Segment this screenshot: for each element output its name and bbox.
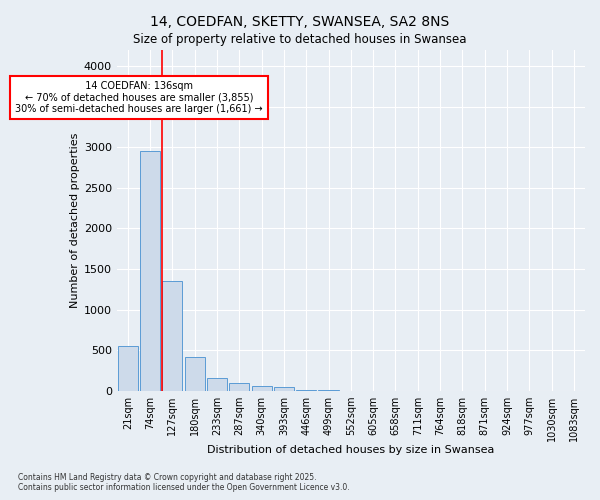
- Text: 14 COEDFAN: 136sqm  
← 70% of detached houses are smaller (3,855)
30% of semi-de: 14 COEDFAN: 136sqm ← 70% of detached hou…: [15, 81, 263, 114]
- Text: Contains HM Land Registry data © Crown copyright and database right 2025.
Contai: Contains HM Land Registry data © Crown c…: [18, 473, 350, 492]
- Bar: [207, 378, 227, 390]
- Bar: [118, 346, 138, 391]
- Text: 14, COEDFAN, SKETTY, SWANSEA, SA2 8NS: 14, COEDFAN, SKETTY, SWANSEA, SA2 8NS: [151, 15, 449, 29]
- Text: Size of property relative to detached houses in Swansea: Size of property relative to detached ho…: [133, 32, 467, 46]
- Bar: [163, 281, 182, 390]
- Bar: [251, 386, 272, 390]
- Bar: [274, 388, 294, 390]
- Bar: [185, 356, 205, 390]
- Bar: [140, 152, 160, 390]
- Y-axis label: Number of detached properties: Number of detached properties: [70, 132, 80, 308]
- X-axis label: Distribution of detached houses by size in Swansea: Distribution of detached houses by size …: [207, 445, 494, 455]
- Bar: [229, 384, 250, 390]
